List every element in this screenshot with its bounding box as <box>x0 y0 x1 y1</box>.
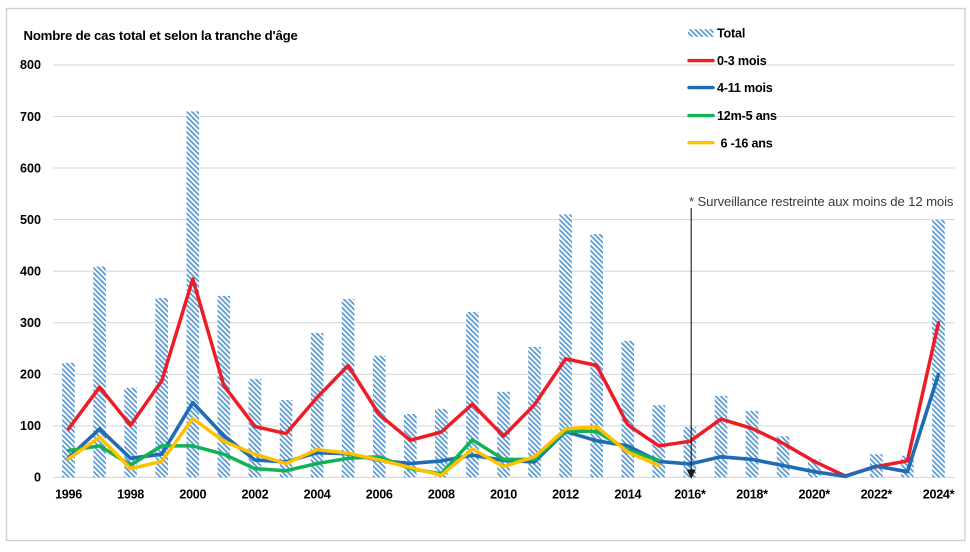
svg-text:* Surveillance restreinte aux: * Surveillance restreinte aux moins de 1… <box>689 194 954 209</box>
svg-text:2022*: 2022* <box>861 488 893 502</box>
svg-text:800: 800 <box>20 58 41 72</box>
svg-text:0: 0 <box>34 471 41 485</box>
svg-text:1996: 1996 <box>55 488 82 502</box>
svg-text:600: 600 <box>20 161 41 175</box>
svg-text:2018*: 2018* <box>736 488 768 502</box>
svg-text:2012: 2012 <box>552 488 579 502</box>
svg-text:2004: 2004 <box>304 488 331 502</box>
svg-text:2006: 2006 <box>366 488 393 502</box>
svg-text:12m-5 ans: 12m-5 ans <box>717 109 777 123</box>
svg-text:2008: 2008 <box>428 488 455 502</box>
svg-text:2014: 2014 <box>614 488 641 502</box>
svg-text:700: 700 <box>20 110 41 124</box>
svg-text:500: 500 <box>20 213 41 227</box>
svg-text:100: 100 <box>20 419 41 433</box>
svg-text:2024*: 2024* <box>923 488 955 502</box>
svg-text:2000: 2000 <box>179 488 206 502</box>
svg-text:2016*: 2016* <box>674 488 706 502</box>
svg-text:0-3 mois: 0-3 mois <box>717 54 767 68</box>
svg-text:400: 400 <box>20 265 41 279</box>
svg-text:Nombre de cas total et selon l: Nombre de cas total et selon la tranche … <box>24 28 298 43</box>
svg-text:6 -16 ans: 6 -16 ans <box>721 136 773 150</box>
svg-text:1998: 1998 <box>117 488 144 502</box>
svg-text:2002: 2002 <box>241 488 268 502</box>
svg-text:Total: Total <box>717 27 745 41</box>
svg-text:200: 200 <box>20 368 41 382</box>
svg-text:4-11 mois: 4-11 mois <box>717 81 773 95</box>
svg-text:2020*: 2020* <box>798 488 830 502</box>
svg-text:300: 300 <box>20 316 41 330</box>
svg-text:2010: 2010 <box>490 488 517 502</box>
